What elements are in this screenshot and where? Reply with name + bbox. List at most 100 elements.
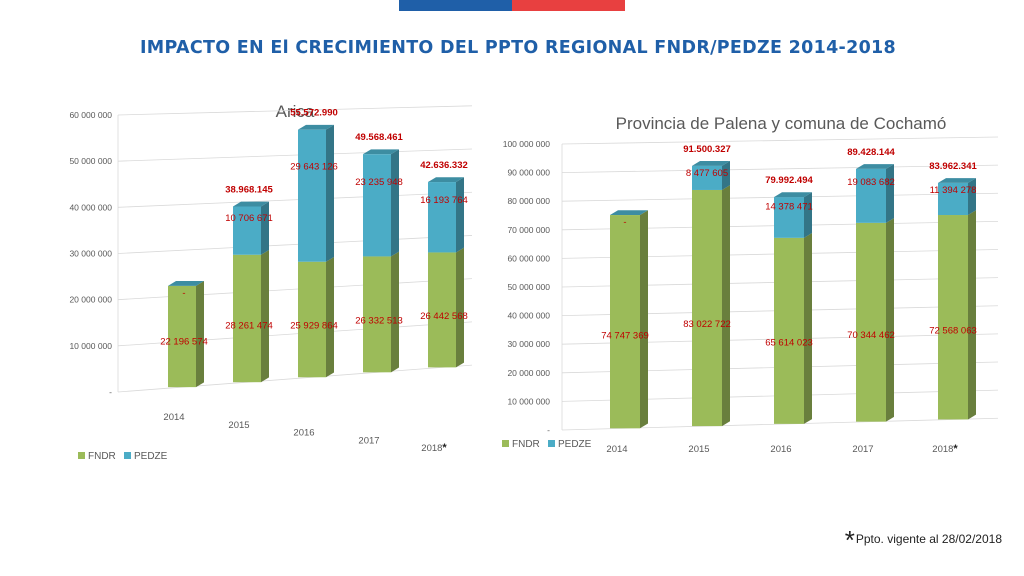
bar-pedze-top-2015 (233, 201, 269, 207)
bar-pedze-2016 (298, 129, 326, 262)
bar-fndr-side-2015 (722, 185, 730, 427)
x-tick-label-2015: 2015 (688, 444, 709, 455)
legend-swatch-pedze (548, 440, 555, 447)
x-tick-label-2014: 2014 (163, 412, 184, 423)
label-pedze-2015: 10 706 671 (225, 213, 273, 224)
label-total-2016: 79.992.494 (765, 175, 813, 186)
bar-group-2016: 25 929 864 29 643 126 55.572.990 (290, 108, 338, 378)
bar-fndr-side-2017 (391, 251, 399, 373)
page-title: IMPACTO EN El CRECIMIENTO DEL PPTO REGIO… (139, 38, 897, 58)
bar-group-2014: 22 196 574 - (160, 281, 208, 388)
y-tick-label: 10 000 000 (69, 341, 112, 351)
x-tick-label-2018: 2018* (421, 442, 447, 454)
y-tick-label: 30 000 000 (507, 339, 550, 349)
y-tick-label: 30 000 000 (69, 249, 112, 259)
bar-pedze-side-2015 (722, 161, 730, 190)
label-total-2017: 89.428.144 (847, 147, 895, 158)
bar-pedze-2015 (233, 206, 261, 255)
legend-swatch-pedze (124, 452, 131, 459)
label-fndr-2016: 25 929 864 (290, 321, 338, 332)
y-tick-label: 40 000 000 (69, 202, 112, 212)
label-fndr-2015: 28 261 474 (225, 321, 273, 332)
bar-pedze-2018 (428, 182, 456, 253)
label-fndr-2016: 65 614 023 (765, 338, 813, 349)
x-tick-label-2017: 2017 (358, 435, 379, 446)
bar-fndr-2015 (692, 189, 722, 427)
bar-fndr-2016 (298, 261, 326, 378)
gridline (117, 105, 473, 116)
x-tick-label-2014: 2014 (606, 444, 627, 455)
bar-pedze-2018 (938, 182, 968, 216)
label-pedze-2014: - (623, 217, 626, 228)
bar-pedze-2016 (774, 197, 804, 238)
bar-fndr-side-2018 (968, 210, 976, 420)
y-tick-label: 20 000 000 (69, 295, 112, 305)
footnote-text: Ppto. vigente al 28/02/2018 (855, 532, 1002, 546)
bar-fndr-2017 (856, 222, 886, 422)
label-fndr-2018: 26 442 568 (420, 311, 468, 322)
bar-fndr-2014 (610, 215, 640, 429)
y-tick-label: 20 000 000 (507, 368, 550, 378)
label-fndr-2015: 83 022 722 (683, 319, 731, 330)
flag-stripe-red (512, 0, 625, 11)
gridline (117, 364, 473, 393)
bar-fndr-side-2014 (196, 281, 204, 388)
bar-fndr-2015 (233, 254, 261, 383)
chart-title: Arica (276, 102, 315, 121)
bar-fndr-2016 (774, 237, 804, 424)
legend-label-fndr: FNDR (88, 451, 116, 462)
bar-pedze-side-2018 (456, 177, 464, 253)
y-tick-label: - (109, 387, 112, 397)
legend-label-pedze: PEDZE (558, 439, 592, 450)
y-tick-label: 60 000 000 (69, 110, 112, 120)
label-pedze-2014: - (182, 288, 185, 299)
bar-pedze-2015 (692, 165, 722, 190)
y-tick-label: 50 000 000 (69, 156, 112, 166)
x-tick-label-2018: 2018* (932, 443, 958, 455)
y-tick-label: 100 000 000 (503, 139, 551, 149)
x-tick-label-2017: 2017 (852, 444, 873, 455)
label-pedze-2016: 29 643 126 (290, 161, 338, 172)
bar-fndr-side-2015 (261, 249, 269, 383)
gridline (117, 235, 473, 254)
chart-1: Arica - 10 000 000 20 000 000 30 000 000 40 0… (69, 102, 473, 462)
label-total-2015: 91.500.327 (683, 144, 731, 155)
y-tick-label: 60 000 000 (507, 253, 550, 263)
x-tick-label-2016: 2016 (293, 428, 314, 439)
x-tick-mark: * (953, 443, 958, 455)
bar-pedze-side-2015 (261, 201, 269, 255)
label-total-2015: 38.968.145 (225, 184, 273, 195)
y-tick-label: 50 000 000 (507, 282, 550, 292)
gridline (561, 164, 999, 173)
label-fndr-2014: 74 747 369 (601, 331, 649, 342)
x-tick-label-2016: 2016 (770, 444, 791, 455)
chart-2: Provincia de Palena y comuna de Cochamó -… (502, 114, 999, 455)
label-fndr-2017: 70 344 462 (847, 330, 895, 341)
legend-swatch-fndr (502, 440, 509, 447)
legend-label-fndr: FNDR (512, 439, 540, 450)
x-tick-label-2015: 2015 (228, 420, 249, 431)
y-tick-label: 10 000 000 (507, 396, 550, 406)
bar-pedze-2017 (856, 168, 886, 223)
bar-pedze-top-2018 (938, 178, 976, 183)
label-fndr-2017: 26 332 513 (355, 316, 403, 327)
y-tick-label: - (547, 425, 550, 435)
bar-group-2018: 26 442 568 16 193 764 42.636.332 (420, 160, 468, 368)
bar-top-2014 (168, 281, 204, 286)
y-tick-label: 80 000 000 (507, 196, 550, 206)
bar-top-2014 (610, 210, 648, 216)
bar-pedze-top-2016 (774, 192, 812, 198)
bar-group-2014: 74 747 369 - (601, 210, 649, 429)
bar-group-2017: 26 332 513 23 235 948 49.568.461 (355, 132, 403, 373)
legend-swatch-fndr (78, 452, 85, 459)
y-tick-label: 90 000 000 (507, 168, 550, 178)
gridline (561, 136, 999, 145)
bar-fndr-2017 (363, 256, 391, 373)
bar-fndr-side-2014 (640, 210, 648, 429)
y-tick-label: 40 000 000 (507, 311, 550, 321)
footnote-star: * (844, 525, 855, 555)
bar-fndr-2018 (428, 252, 456, 368)
footnote: *Ppto. vigente al 28/02/2018 (845, 525, 1002, 556)
label-total-2017: 49.568.461 (355, 132, 403, 143)
